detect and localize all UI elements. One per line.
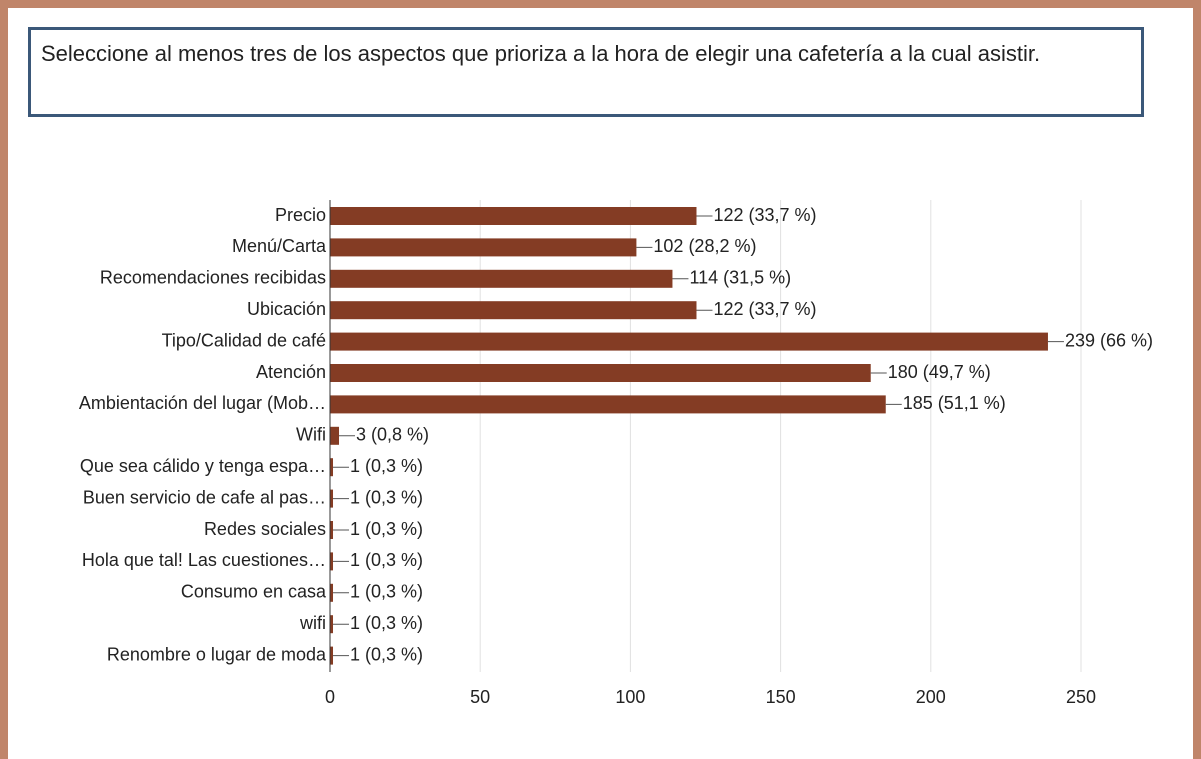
y-tick-label: Recomendaciones recibidas <box>100 268 326 288</box>
x-tick-label: 100 <box>615 687 645 707</box>
y-tick-label: Buen servicio de cafe al pas… <box>83 487 326 507</box>
bar <box>330 207 697 225</box>
x-tick-label: 150 <box>766 687 796 707</box>
y-tick-label: Ubicación <box>247 299 326 319</box>
data-label: 122 (33,7 %) <box>713 299 816 319</box>
y-tick-label: Redes sociales <box>204 519 326 539</box>
data-label: 102 (28,2 %) <box>653 236 756 256</box>
data-label: 1 (0,3 %) <box>350 644 423 664</box>
y-tick-label: Wifi <box>296 425 326 445</box>
y-tick-label: Renombre o lugar de moda <box>107 644 327 664</box>
data-label: 3 (0,8 %) <box>356 425 429 445</box>
bar <box>330 583 334 602</box>
data-label: 1 (0,3 %) <box>350 582 423 602</box>
y-tick-label: Tipo/Calidad de café <box>162 330 326 350</box>
data-label: 1 (0,3 %) <box>350 487 423 507</box>
y-tick-label: Atención <box>256 362 326 382</box>
data-label: 180 (49,7 %) <box>888 362 991 382</box>
y-tick-label: Menú/Carta <box>232 236 327 256</box>
y-tick-label: Consumo en casa <box>181 582 327 602</box>
data-label: 185 (51,1 %) <box>903 393 1006 413</box>
data-label: 1 (0,3 %) <box>350 613 423 633</box>
question-title: Seleccione al menos tres de los aspectos… <box>28 27 1144 117</box>
data-label: 239 (66 %) <box>1065 330 1153 350</box>
bar <box>330 364 871 382</box>
bar <box>330 332 1048 351</box>
data-label: 114 (31,5 %) <box>689 268 791 288</box>
data-label: 1 (0,3 %) <box>350 456 423 476</box>
bar <box>330 458 334 477</box>
data-label: 122 (33,7 %) <box>713 205 816 225</box>
bar <box>330 238 637 257</box>
data-label: 1 (0,3 %) <box>350 519 423 539</box>
bar <box>330 395 886 414</box>
bar <box>330 489 334 508</box>
bar <box>330 552 334 571</box>
bar <box>330 615 334 634</box>
bar <box>330 301 697 320</box>
x-tick-label: 50 <box>470 687 490 707</box>
y-tick-label: Ambientación del lugar (Mob… <box>79 393 326 413</box>
y-tick-label: Que sea cálido y tenga espa… <box>80 456 326 476</box>
bar <box>330 269 673 288</box>
y-tick-label: wifi <box>299 613 326 633</box>
bar <box>330 521 334 539</box>
x-tick-label: 200 <box>916 687 946 707</box>
data-label: 1 (0,3 %) <box>350 550 423 570</box>
y-tick-label: Hola que tal! Las cuestiones… <box>82 550 326 570</box>
x-tick-label: 0 <box>325 687 335 707</box>
bar <box>330 426 340 445</box>
y-tick-label: Precio <box>275 205 326 225</box>
x-tick-label: 250 <box>1066 687 1096 707</box>
bar <box>330 646 334 665</box>
